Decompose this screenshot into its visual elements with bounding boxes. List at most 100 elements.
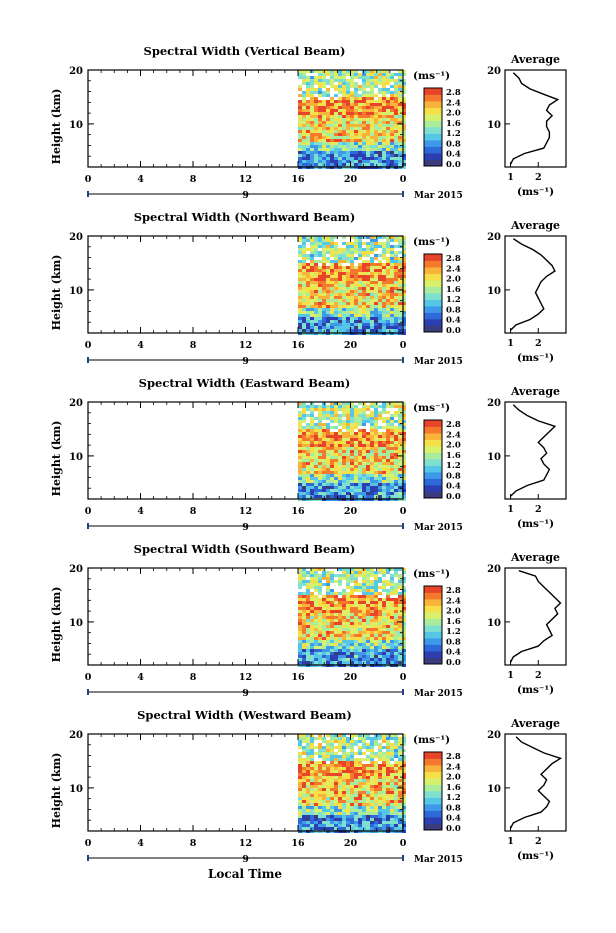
heatmap-cell bbox=[322, 130, 326, 133]
x-tick-label: 4 bbox=[137, 838, 144, 849]
heatmap-cell bbox=[330, 133, 334, 136]
heatmap-cell bbox=[386, 764, 390, 767]
heatmap-cell bbox=[382, 495, 386, 498]
heatmap-cell bbox=[374, 634, 378, 637]
heatmap-cell bbox=[386, 767, 390, 770]
heatmap-cell bbox=[314, 148, 318, 151]
heatmap-cell bbox=[298, 734, 302, 737]
heatmap-cell bbox=[346, 79, 350, 82]
heatmap-cell bbox=[398, 592, 402, 595]
colorbar-swatch bbox=[424, 260, 442, 268]
heatmap-cell bbox=[378, 154, 382, 157]
heatmap-cell bbox=[386, 130, 390, 133]
heatmap-cell bbox=[398, 755, 402, 758]
heatmap-cell bbox=[318, 88, 322, 91]
heatmap-cell bbox=[394, 586, 398, 589]
heatmap-cell bbox=[394, 94, 398, 97]
heatmap-cell bbox=[346, 296, 350, 299]
heatmap-cell bbox=[298, 423, 302, 426]
heatmap-cell bbox=[382, 471, 386, 474]
colorbar-tick-label: 0.8 bbox=[446, 803, 461, 813]
heatmap-cell bbox=[338, 314, 342, 317]
heatmap-cell bbox=[402, 287, 406, 290]
heatmap-cell bbox=[374, 160, 378, 163]
colorbar-swatch bbox=[424, 312, 442, 320]
heatmap-cell bbox=[366, 287, 370, 290]
heatmap-cell bbox=[386, 773, 390, 776]
heatmap-cell bbox=[326, 266, 330, 269]
heatmap-cell bbox=[302, 492, 306, 495]
heatmap-cell bbox=[334, 788, 338, 791]
heatmap-cell bbox=[358, 486, 362, 489]
heatmap-cell bbox=[358, 480, 362, 483]
heatmap-cell bbox=[318, 764, 322, 767]
heatmap-cell bbox=[402, 320, 406, 323]
heatmap-cell bbox=[322, 595, 326, 598]
heatmap-cell bbox=[402, 821, 406, 824]
heatmap-cell bbox=[390, 486, 394, 489]
heatmap-cell bbox=[298, 118, 302, 121]
heatmap-cell bbox=[366, 586, 370, 589]
heatmap-cell bbox=[386, 248, 390, 251]
heatmap-cell bbox=[386, 109, 390, 112]
heatmap-cell bbox=[362, 408, 366, 411]
heatmap-cell bbox=[322, 302, 326, 305]
heatmap-cell bbox=[378, 815, 382, 818]
heatmap-cell bbox=[302, 73, 306, 76]
heatmap-cell bbox=[358, 797, 362, 800]
heatmap-cell bbox=[306, 764, 310, 767]
heatmap-cell bbox=[378, 806, 382, 809]
heatmap-cell bbox=[298, 76, 302, 79]
y-axis-label: Height (km) bbox=[50, 587, 63, 663]
heatmap-cell bbox=[374, 450, 378, 453]
heatmap-cell bbox=[354, 266, 358, 269]
heatmap-cell bbox=[366, 417, 370, 420]
heatmap-cell bbox=[370, 821, 374, 824]
heatmap-cell bbox=[298, 109, 302, 112]
heatmap-cell bbox=[366, 272, 370, 275]
panel-3: Spectral Width (Southward Beam)2010Heigh… bbox=[50, 542, 567, 699]
heatmap-cell bbox=[382, 254, 386, 257]
heatmap-cell bbox=[402, 619, 406, 622]
heatmap-cell bbox=[310, 429, 314, 432]
heatmap-cell bbox=[394, 734, 398, 737]
heatmap-cell bbox=[314, 236, 318, 239]
heatmap-cell bbox=[358, 245, 362, 248]
heatmap-cell bbox=[358, 761, 362, 764]
heatmap-cell bbox=[318, 622, 322, 625]
heatmap-cell bbox=[358, 785, 362, 788]
heatmap-cell bbox=[326, 314, 330, 317]
heatmap-cell bbox=[310, 812, 314, 815]
heatmap-cell bbox=[326, 631, 330, 634]
heatmap-cell bbox=[398, 459, 402, 462]
heatmap-cell bbox=[390, 414, 394, 417]
heatmap-cell bbox=[366, 613, 370, 616]
heatmap-cell bbox=[362, 429, 366, 432]
heatmap-cell bbox=[310, 124, 314, 127]
heatmap-cell bbox=[374, 622, 378, 625]
heatmap-cell bbox=[382, 637, 386, 640]
heatmap-cell bbox=[334, 655, 338, 658]
heatmap-cell bbox=[350, 465, 354, 468]
heatmap-cell bbox=[318, 803, 322, 806]
heatmap-cell bbox=[298, 142, 302, 145]
heatmap-cell bbox=[394, 637, 398, 640]
heatmap-cell bbox=[366, 320, 370, 323]
heatmap-cell bbox=[302, 776, 306, 779]
heatmap-cell bbox=[318, 441, 322, 444]
heatmap-cell bbox=[306, 103, 310, 106]
heatmap-cell bbox=[398, 91, 402, 94]
heatmap-cell bbox=[382, 302, 386, 305]
colorbar-swatch bbox=[424, 586, 442, 593]
heatmap-cell bbox=[302, 163, 306, 166]
heatmap-cell bbox=[334, 411, 338, 414]
heatmap-cell bbox=[358, 655, 362, 658]
heatmap-cell bbox=[354, 121, 358, 124]
heatmap-cell bbox=[298, 646, 302, 649]
heatmap-cell bbox=[390, 148, 394, 151]
heatmap-cell bbox=[350, 492, 354, 495]
heatmap-cell bbox=[310, 136, 314, 139]
heatmap-cell bbox=[338, 616, 342, 619]
heatmap-cell bbox=[398, 643, 402, 646]
heatmap-cell bbox=[366, 661, 370, 664]
